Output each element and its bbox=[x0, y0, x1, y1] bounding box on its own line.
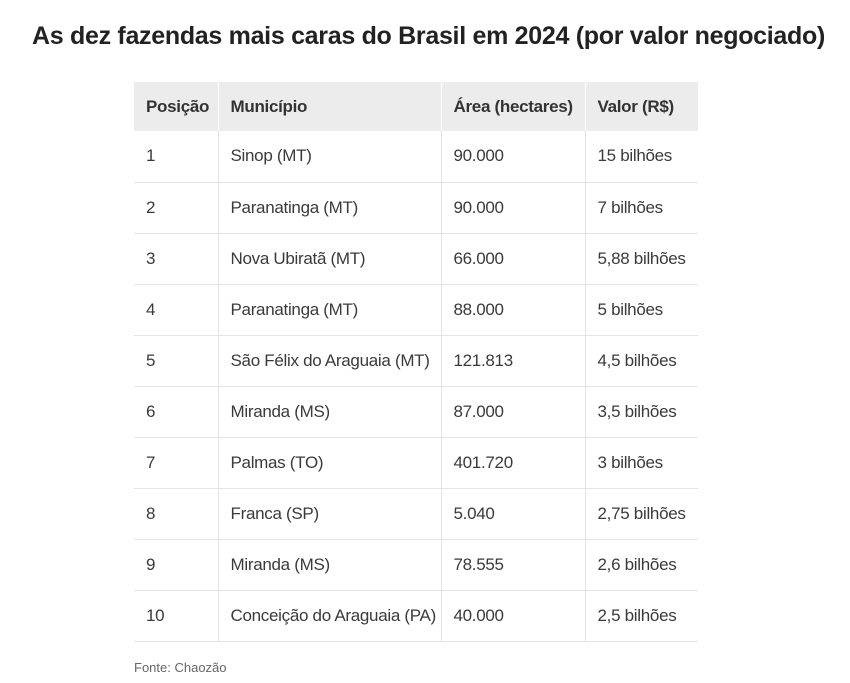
table-row: 4 Paranatinga (MT) 88.000 5 bilhões bbox=[134, 284, 698, 335]
cell-valor: 2,5 bilhões bbox=[597, 605, 677, 625]
cell-area: 78.555 bbox=[441, 539, 586, 590]
cell-municipio: São Félix do Araguaia (MT) bbox=[218, 335, 442, 386]
table-row: 7 Palmas (TO) 401.720 3 bilhões bbox=[134, 437, 698, 488]
cell-valor: 2,75 bilhões bbox=[597, 503, 686, 523]
cell-posicao: 5 bbox=[134, 335, 219, 386]
cell-valor: 15 bilhões bbox=[597, 146, 673, 166]
header-valor: Valor (R$) bbox=[597, 96, 675, 116]
table-row: 1 Sinop (MT) 90.000 15 bilhões bbox=[134, 131, 698, 182]
header-row: Posição Município Área (hectares) Valor … bbox=[134, 82, 698, 131]
cell-area: 401.720 bbox=[441, 437, 586, 488]
cell-municipio: Miranda (MS) bbox=[218, 386, 442, 437]
cell-posicao: 7 bbox=[134, 437, 219, 488]
cell-valor: 7 bilhões bbox=[597, 197, 664, 217]
farms-table: Posição Município Área (hectares) Valor … bbox=[134, 82, 698, 642]
header-posicao: Posição bbox=[134, 82, 219, 131]
cell-municipio: Paranatinga (MT) bbox=[218, 284, 442, 335]
cell-posicao: 2 bbox=[134, 182, 219, 233]
table-row: 2 Paranatinga (MT) 90.000 7 bilhões bbox=[134, 182, 698, 233]
header-area: Área (hectares) bbox=[441, 82, 586, 131]
cell-area: 40.000 bbox=[441, 590, 586, 641]
cell-posicao: 1 bbox=[134, 131, 219, 182]
cell-municipio: Paranatinga (MT) bbox=[218, 182, 442, 233]
cell-posicao: 10 bbox=[134, 590, 219, 641]
cell-area: 90.000 bbox=[441, 182, 586, 233]
cell-area: 87.000 bbox=[441, 386, 586, 437]
cell-area: 88.000 bbox=[441, 284, 586, 335]
cell-area: 5.040 bbox=[441, 488, 586, 539]
cell-posicao: 8 bbox=[134, 488, 219, 539]
cell-posicao: 4 bbox=[134, 284, 219, 335]
cell-valor: 3,5 bilhões bbox=[597, 401, 677, 421]
cell-valor: 5 bilhões bbox=[597, 299, 664, 319]
table-row: 9 Miranda (MS) 78.555 2,6 bilhões bbox=[134, 539, 698, 590]
cell-valor: 5,88 bilhões bbox=[597, 248, 686, 268]
cell-municipio: Nova Ubiratã (MT) bbox=[218, 233, 442, 284]
cell-municipio: Franca (SP) bbox=[218, 488, 442, 539]
cell-area: 66.000 bbox=[441, 233, 586, 284]
cell-posicao: 3 bbox=[134, 233, 219, 284]
cell-municipio: Conceição do Araguaia (PA) bbox=[218, 590, 442, 641]
cell-municipio: Miranda (MS) bbox=[218, 539, 442, 590]
table-body: 1 Sinop (MT) 90.000 15 bilhões 2 Paranat… bbox=[134, 131, 698, 641]
cell-municipio: Palmas (TO) bbox=[218, 437, 442, 488]
cell-area: 90.000 bbox=[441, 131, 586, 182]
cell-valor: 4,5 bilhões bbox=[597, 350, 677, 370]
cell-municipio: Sinop (MT) bbox=[218, 131, 442, 182]
header-municipio: Município bbox=[218, 82, 442, 131]
cell-posicao: 6 bbox=[134, 386, 219, 437]
table-row: 8 Franca (SP) 5.040 2,75 bilhões bbox=[134, 488, 698, 539]
cell-posicao: 9 bbox=[134, 539, 219, 590]
table-row: 10 Conceição do Araguaia (PA) 40.000 2,5… bbox=[134, 590, 698, 641]
cell-valor: 2,6 bilhões bbox=[597, 554, 677, 574]
source-note: Fonte: Chaozão bbox=[134, 660, 227, 675]
page-title: As dez fazendas mais caras do Brasil em … bbox=[32, 22, 826, 50]
table-header: Posição Município Área (hectares) Valor … bbox=[134, 82, 698, 131]
table-row: 6 Miranda (MS) 87.000 3,5 bilhões bbox=[134, 386, 698, 437]
cell-area: 121.813 bbox=[441, 335, 586, 386]
table-row: 5 São Félix do Araguaia (MT) 121.813 4,5… bbox=[134, 335, 698, 386]
table-row: 3 Nova Ubiratã (MT) 66.000 5,88 bilhões bbox=[134, 233, 698, 284]
cell-valor: 3 bilhões bbox=[597, 452, 664, 472]
